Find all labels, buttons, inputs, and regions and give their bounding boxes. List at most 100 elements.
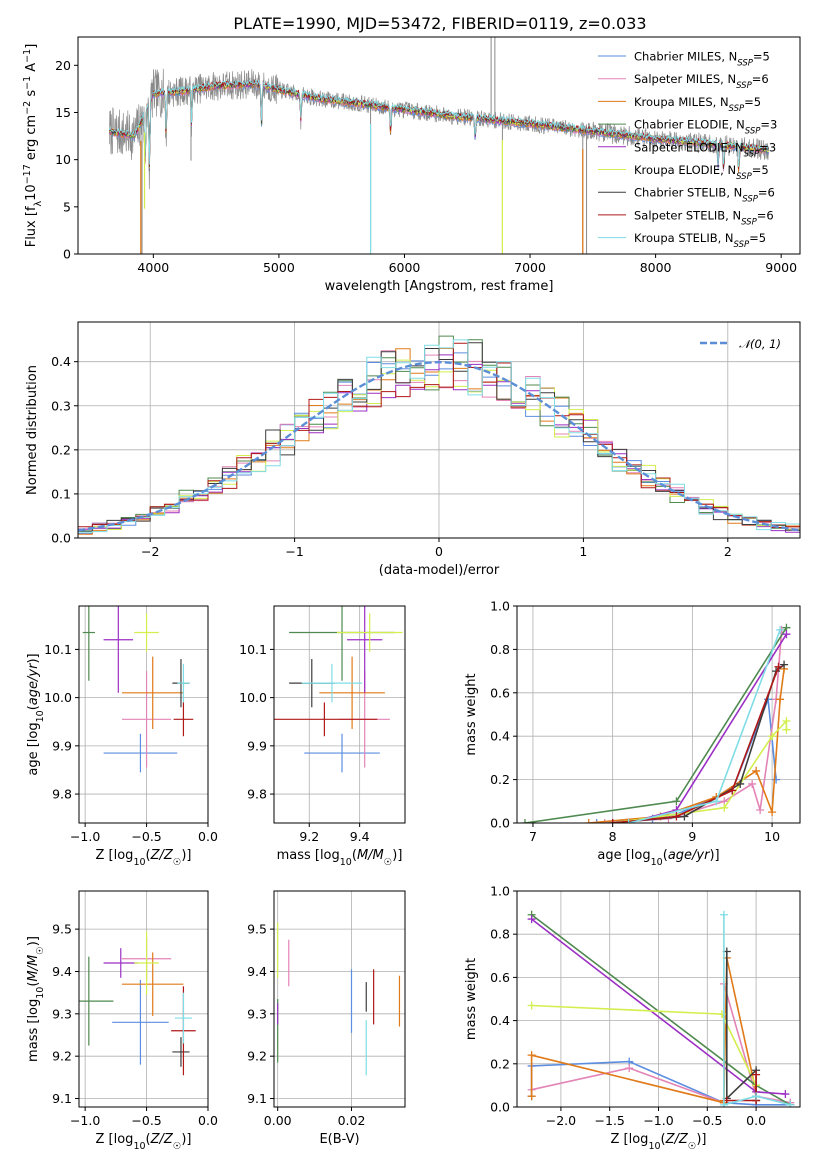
errorbar-chabrier-elodie (82, 606, 95, 681)
errorbar-chabrier-miles (112, 979, 169, 1065)
x-tick-label: 2 (724, 544, 732, 559)
massweight_vs_age-axes: 7 8 9 10 0.0 0.2 0.4 0.6 0.8 1.0 age [log10(age/yr… (464, 599, 801, 868)
axes-frame (516, 605, 801, 824)
point-marker-salpeter-miles (625, 1064, 634, 1073)
errorbar-salpeter-elodie (347, 606, 383, 693)
y-tick-label: 0 (63, 247, 71, 262)
model-spectrum-chabrier-stelib (109, 80, 769, 170)
errorbar-chabrier-miles (103, 733, 178, 773)
y-tick-label: 0.8 (490, 927, 510, 942)
age_vs_mass-xlabel: mass [log10(M/M☉)] (277, 848, 403, 868)
series-line-kroupa-miles (530, 957, 757, 1104)
massweight_vs_Z-axes: −2.0 −1.5 −1.0 −0.5 0.0 0.0 0.2 0.4 0.6 0.8 1.0 Z [… (464, 884, 801, 1152)
errorbar-salpeter-miles (122, 671, 172, 768)
massweight_vs_age-ylabel: mass weight (464, 673, 479, 755)
x-tick-label: −1 (285, 544, 303, 559)
point-marker-chabrier-stelib (736, 779, 745, 788)
point-marker-salpeter-stelib (608, 819, 617, 823)
x-tick-label: −0.5 (131, 1113, 161, 1128)
x-tick-label: −0.5 (692, 1113, 722, 1128)
spectrum-axes: 4000 5000 6000 7000 8000 9000 0 5 10 15 20 Chabrier… (22, 36, 801, 294)
y-tick-label: 15 (55, 105, 71, 120)
mass_vs_Z-xlabel: Z [log10(Z/Z☉)] (96, 1132, 192, 1152)
residuals-plot-area (78, 335, 800, 536)
y-tick-label: 0.4 (490, 729, 510, 744)
mass_vs_EBV-plot-area (277, 922, 401, 1076)
y-tick-label: 9.2 (247, 1049, 267, 1064)
x-tick-label: 5000 (263, 260, 295, 275)
point-marker-kroupa-elodie (782, 717, 791, 726)
y-tick-label: 0.1 (51, 486, 71, 501)
errorbar-kroupa-stelib (301, 663, 363, 703)
y-tick-label: 0.8 (490, 642, 510, 657)
residuals-ylabel: Normed distribution (25, 365, 40, 495)
legend-label-chabrier-stelib: Chabrier STELIB, NSSP=6 (634, 186, 775, 205)
point-marker-salpeter-miles (756, 805, 765, 814)
point-marker-chabrier-stelib (780, 660, 789, 669)
point-marker-chabrier-miles (592, 819, 601, 823)
errorbar-kroupa-elodie (134, 931, 159, 995)
y-tick-label: 10.0 (239, 690, 267, 705)
mass_vs_EBV-xlabel: E(B-V) (319, 1132, 359, 1147)
x-tick-label: 7 (529, 829, 537, 844)
point-marker-salpeter-elodie (782, 630, 791, 639)
point-marker-chabrier-elodie (520, 819, 529, 823)
legend: Chabrier MILES, NSSP=5 Salpeter MILES, NS… (598, 50, 777, 250)
model-spectrum-kroupa-stelib (109, 79, 769, 167)
point-marker-kroupa-elodie (720, 803, 729, 812)
y-tick-label: 9.9 (247, 738, 267, 753)
spectrum-xlabel: wavelength [Angstrom, rest frame] (325, 279, 554, 294)
x-tick-label: 4000 (137, 260, 169, 275)
age_vs_mass-axes: 9.2 9.4 9.8 9.9 10.0 10.1 mass [log10(M/M☉)] (239, 605, 406, 868)
point-marker-kroupa-stelib (776, 625, 785, 634)
legend-label-kroupa-stelib: Kroupa STELIB, NSSP=5 (634, 231, 766, 250)
x-tick-label: 0.0 (198, 1113, 218, 1128)
y-tick-label: 9.1 (52, 1091, 72, 1106)
errorbar-kroupa-stelib (177, 663, 190, 703)
x-tick-label: −1.0 (70, 1113, 100, 1128)
series-line-chabrier-miles (596, 699, 777, 823)
y-tick-label: 10 (55, 152, 71, 167)
y-tick-label: 10.1 (239, 642, 267, 657)
y-tick-label: 9.5 (52, 922, 72, 937)
legend: 𝒩(0, 1) (700, 337, 781, 351)
legend-label-salpeter-stelib: Salpeter STELIB, NSSP=6 (634, 208, 774, 227)
legend-label-chabrier-miles: Chabrier MILES, NSSP=5 (634, 50, 770, 69)
errorbar-salpeter-stelib (173, 702, 194, 737)
point-marker-kroupa-stelib (752, 1092, 761, 1101)
point-marker-salpeter-stelib (752, 1070, 761, 1079)
residuals-axes: −2 −1 0 1 2 0.0 0.1 0.2 0.3 0.4 𝒩(0, 1) (data-model… (25, 321, 801, 578)
y-tick-label: 0.4 (490, 1013, 510, 1028)
x-tick-label: 9.4 (350, 829, 370, 844)
y-tick-label: 9.2 (52, 1049, 72, 1064)
x-tick-label: 9.2 (299, 829, 319, 844)
age_vs_Z-ylabel: age [log10(age/yr)] (26, 653, 46, 775)
point-marker-kroupa-miles (584, 819, 593, 823)
legend-label-salpeter-miles: Salpeter MILES, NSSP=6 (634, 72, 769, 91)
errorbar-salpeter-stelib (274, 702, 378, 737)
x-tick-label: −0.5 (131, 829, 161, 844)
massweight_vs_Z-xlabel: Z [log10(Z/Z☉)] (611, 1132, 707, 1152)
point-marker-salpeter-miles (748, 779, 757, 788)
mass_vs_Z-ylabel: mass [log10(M/M☉)] (26, 936, 46, 1062)
x-tick-label: 0.0 (198, 829, 218, 844)
errorbar-chabrier-elodie (79, 956, 114, 1046)
y-tick-label: 0.6 (490, 970, 510, 985)
y-tick-label: 9.9 (52, 738, 72, 753)
model-spectrum-salpeter-stelib (109, 79, 769, 170)
series-line-salpeter-miles (531, 983, 791, 1104)
x-tick-label: 9000 (765, 260, 797, 275)
mass_vs_Z-plot-area (79, 931, 196, 1076)
y-tick-label: 9.8 (52, 787, 72, 802)
y-tick-label: 10.0 (44, 690, 72, 705)
legend-label-kroupa-miles: Kroupa MILES, NSSP=5 (634, 95, 761, 114)
series-line-chabrier-elodie (524, 627, 788, 823)
errorbar-salpeter-elodie (103, 948, 138, 978)
point-marker-kroupa-stelib (624, 819, 633, 823)
point-marker-salpeter-stelib (728, 786, 737, 795)
errorbar-chabrier-stelib (172, 1037, 190, 1067)
point-marker-chabrier-elodie (672, 797, 681, 806)
mass_vs_Z-axes: −1.0 −0.5 0.0 9.1 9.2 9.3 9.4 9.5 Z [log10(Z/Z☉)… (26, 890, 218, 1152)
age_vs_mass-plot-area (274, 606, 403, 773)
